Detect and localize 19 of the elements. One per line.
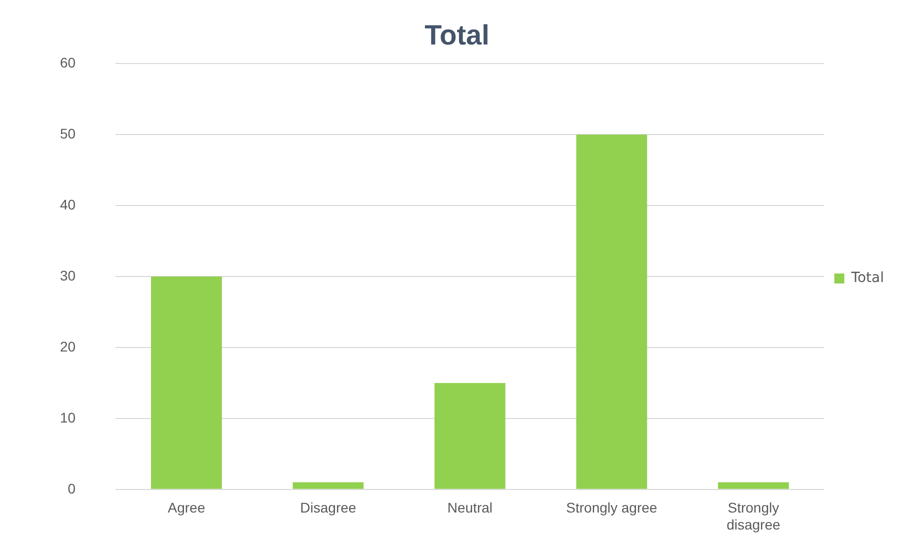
x-tick-label: Strongly agree: [566, 500, 658, 516]
y-tick-label: 60: [60, 54, 76, 70]
legend-label: Total: [850, 270, 884, 286]
bar: [718, 482, 789, 489]
y-tick-label: 0: [68, 480, 76, 496]
y-tick-label: 40: [60, 196, 76, 212]
bar: [292, 482, 364, 489]
chart-title: Total: [424, 20, 490, 51]
y-tick-label: 50: [60, 125, 76, 142]
x-tick-label: Neutral: [447, 500, 493, 516]
x-tick-label: Agree: [168, 500, 206, 516]
bar: [434, 382, 506, 489]
bar: [151, 276, 222, 489]
x-tick-label: Strongly disagree: [726, 500, 780, 532]
y-tick-label: 10: [60, 409, 76, 426]
y-tick-label: 30: [60, 267, 76, 284]
y-tick-label: 20: [60, 338, 76, 354]
bar: [576, 134, 648, 489]
x-tick-label: Disagree: [300, 500, 356, 516]
